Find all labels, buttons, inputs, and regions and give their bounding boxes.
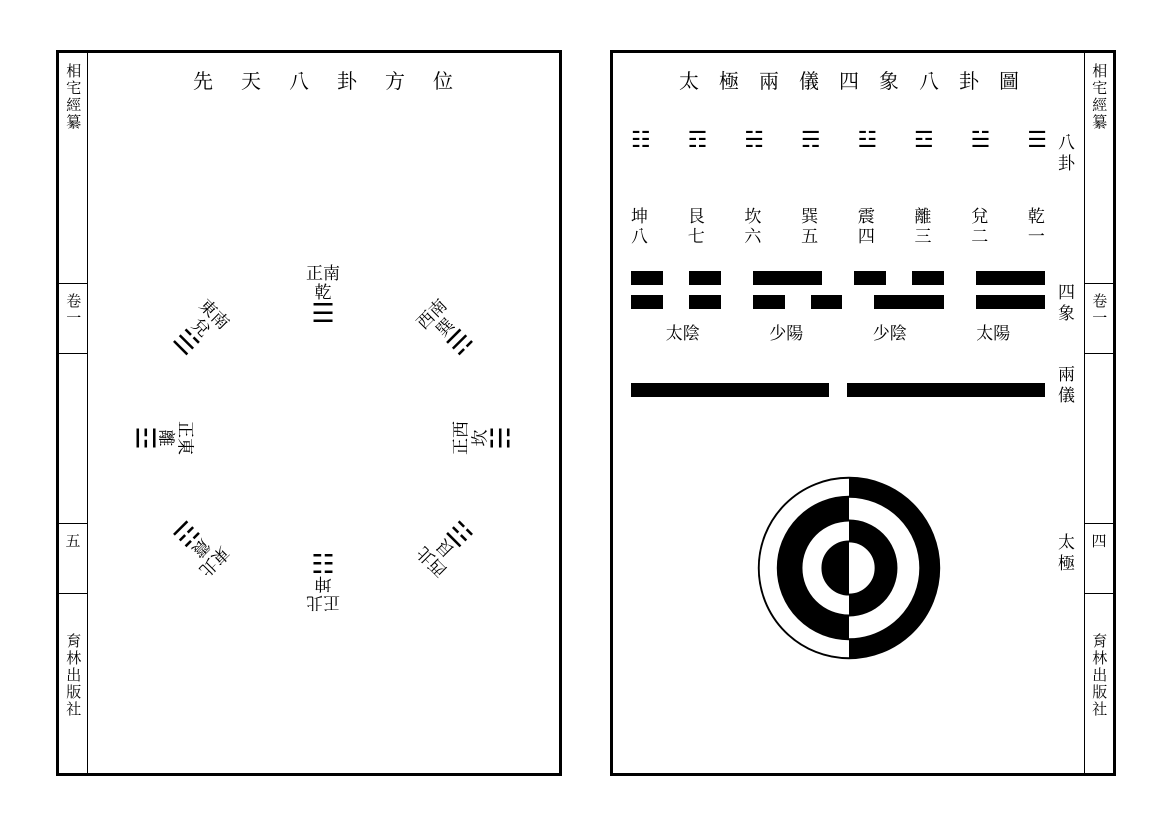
- trigram: ☴: [801, 131, 819, 191]
- four-name: 太陽: [976, 323, 1010, 342]
- bagua-circle: 正南乾☰ 西南巽☴ 正西坎☵ 西北艮☶ 正北坤☷ 東北震☳ 正東離☲ 東南兌☱: [158, 273, 488, 603]
- trigram: ☶: [688, 131, 706, 191]
- page-left: 相宅經纂 卷一 五 育林出版社 先天八卦方位 正南乾☰ 西南巽☴ 正西坎☵ 西北…: [56, 50, 562, 776]
- trigram: ☲: [914, 131, 932, 191]
- gua-name: 巽五: [801, 205, 818, 244]
- two-mode-bar: [631, 383, 1045, 397]
- gua-southwest: 西南巽☴: [412, 295, 479, 362]
- gua-name: 艮七: [688, 205, 705, 244]
- title-right: 太極兩儀四象八卦圖: [613, 65, 1085, 94]
- gua-northwest: 西北艮☶: [412, 514, 479, 581]
- trigram: ☷: [631, 131, 649, 191]
- label-bagua: 八卦: [1054, 133, 1079, 175]
- label-liangyi: 兩儀: [1054, 365, 1079, 407]
- gua-name: 乾一: [1028, 205, 1045, 244]
- label-taiji: 太極: [1054, 533, 1079, 575]
- margin-strip-left: 相宅經纂 卷一 五 育林出版社: [59, 53, 88, 773]
- gua-southeast: 東南兌☱: [166, 295, 233, 362]
- gua-name: 震四: [858, 205, 875, 244]
- trigram: ☱: [971, 131, 989, 191]
- gua-south: 正南乾☰: [306, 263, 340, 324]
- page-right: 相宅經纂 卷一 四 育林出版社 太極兩儀四象八卦圖 八卦 四象 兩儀 太極 ☰ …: [610, 50, 1116, 776]
- name-row: 乾一 兌二 離三 震四 巽五 坎六 艮七 坤八: [631, 205, 1045, 244]
- strip-page: 五: [59, 533, 87, 550]
- gua-name: 坤八: [631, 205, 648, 244]
- content-left: 先天八卦方位 正南乾☰ 西南巽☴ 正西坎☵ 西北艮☶ 正北坤☷ 東北震☳ 正東離…: [87, 53, 559, 773]
- four-name: 太陰: [666, 323, 700, 342]
- strip-page: 四: [1085, 533, 1113, 550]
- gua-northeast: 東北震☳: [166, 514, 233, 581]
- gua-north: 正北坤☷: [306, 552, 340, 613]
- gua-east: 正東離☲: [135, 421, 196, 455]
- row-labels: 八卦 四象 兩儀 太極: [1055, 133, 1079, 753]
- trigram: ☵: [744, 131, 762, 191]
- strip-book: 相宅經纂: [59, 63, 87, 163]
- four-name: 少陽: [769, 323, 803, 342]
- strip-publisher: 育林出版社: [1085, 633, 1113, 722]
- label-sixiang: 四象: [1054, 283, 1079, 325]
- strip-book: 相宅經纂: [1085, 63, 1113, 163]
- strip-vol: 卷一: [1085, 293, 1113, 331]
- four-name: 少陰: [873, 323, 907, 342]
- gua-name: 兌二: [971, 205, 988, 244]
- taiji-diagram: [754, 473, 944, 663]
- trigram: ☳: [857, 131, 875, 191]
- strip-vol: 卷一: [59, 293, 87, 331]
- margin-strip-right: 相宅經纂 卷一 四 育林出版社: [1084, 53, 1113, 773]
- content-right: 太極兩儀四象八卦圖 八卦 四象 兩儀 太極 ☰ ☱ ☲ ☳ ☴ ☵ ☶ ☷ 乾一…: [613, 53, 1085, 773]
- gua-name: 離三: [915, 205, 932, 244]
- title-left: 先天八卦方位: [87, 65, 559, 94]
- four-image-names: 太陽 少陰 少陽 太陰: [631, 323, 1045, 342]
- strip-publisher: 育林出版社: [59, 633, 87, 722]
- gua-west: 正西坎☵: [451, 421, 512, 455]
- trigram: ☰: [1027, 131, 1045, 191]
- four-image-bars: [631, 271, 1045, 319]
- gua-name: 坎六: [744, 205, 761, 244]
- trigram-row: ☰ ☱ ☲ ☳ ☴ ☵ ☶ ☷: [631, 131, 1045, 191]
